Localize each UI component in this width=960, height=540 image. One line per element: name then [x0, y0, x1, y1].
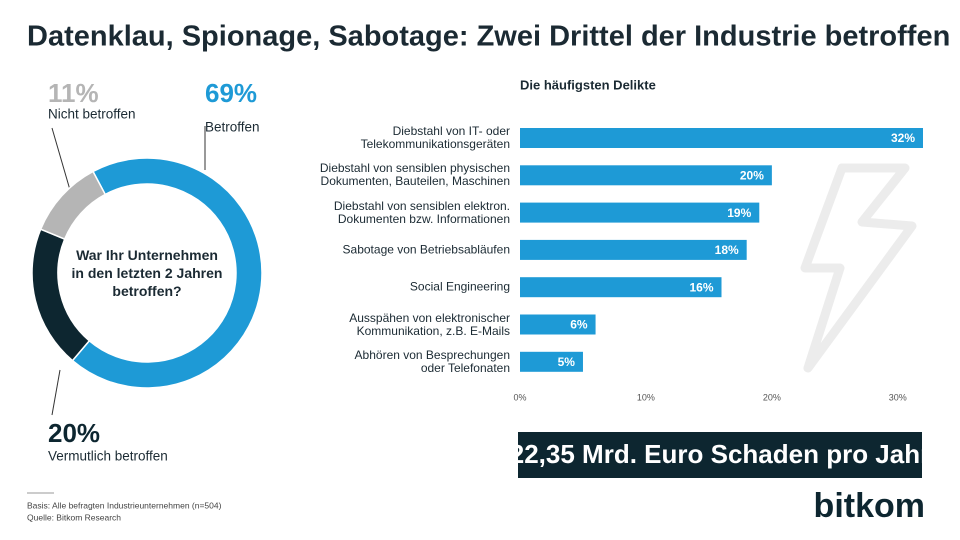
category-label: Social Engineering [409, 279, 510, 294]
segment-value-label: 69% [205, 78, 257, 108]
category-label: Diebstahl von sensiblen elektron. Dokume… [333, 198, 510, 226]
bar [520, 202, 760, 223]
bar [520, 239, 747, 260]
donut-segment [71, 157, 263, 389]
bar-value-label: 18% [715, 243, 739, 257]
bar-value-label: 20% [740, 168, 764, 182]
category-label: Abhören von Besprechungen oder Telefonat… [354, 347, 510, 375]
x-tick-label: 30% [889, 392, 907, 402]
leader-line [51, 369, 61, 416]
bar-value-label: 6% [570, 318, 588, 332]
bar [520, 128, 923, 148]
x-tick-label: 20% [763, 392, 781, 402]
segment-name: Vermutlich betroffen [48, 449, 168, 464]
background-bolt [800, 163, 917, 373]
category-label: Diebstahl von sensiblen physischen Dokum… [319, 161, 510, 189]
bar [520, 165, 772, 186]
banner-box [518, 432, 922, 478]
x-tick-label: 0% [513, 392, 526, 402]
banner-text: 22,35 Mrd. Euro Schaden pro Jahr [510, 439, 930, 469]
segment-name: Betroffen [205, 120, 260, 135]
bar-value-label: 19% [727, 206, 751, 220]
category-label: Ausspähen von elektronischer Kommunikati… [349, 310, 510, 338]
segment-name: Nicht betroffen [48, 107, 136, 122]
bar [520, 351, 583, 372]
segment-value-label: 20% [48, 418, 100, 448]
category-label: Diebstahl von IT- oder Telekommunikation… [360, 124, 510, 151]
note: Quelle: Bitkom Research [27, 512, 121, 522]
page-title: Datenklau, Spionage, Sabotage: Zwei Drit… [27, 21, 950, 53]
note: Basis: Alle befragten Industrieunternehm… [27, 500, 222, 510]
category-label: Sabotage von Betriebsabläufen [342, 242, 510, 257]
bar-value-label: 5% [558, 355, 576, 369]
logo: bitkom [814, 487, 925, 525]
segment-value-label: 11% [48, 78, 99, 108]
x-tick-label: 10% [637, 392, 655, 402]
bar [520, 277, 722, 298]
bar-value-label: 32% [891, 131, 915, 145]
donut-segment [39, 170, 107, 241]
donut-center-text: War Ihr Unternehmen in den letzten 2 Jah… [71, 247, 223, 299]
bar [520, 314, 596, 335]
bar-value-label: 16% [689, 280, 713, 294]
leader-line [51, 127, 71, 191]
bar-chart-title: Die häufigsten Delikte [520, 77, 656, 92]
